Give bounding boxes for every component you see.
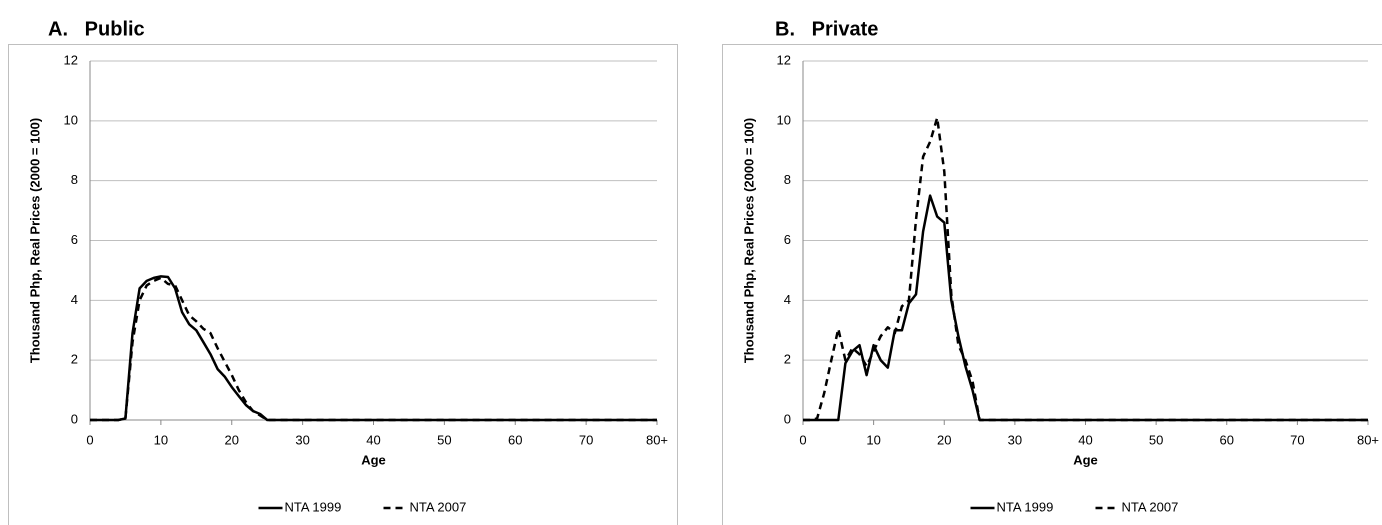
y-tick-label: 10	[777, 112, 791, 127]
x-tick-label: 30	[1008, 432, 1022, 447]
legend-label: NTA 2007	[1122, 499, 1179, 514]
y-tick-label: 4	[784, 292, 791, 307]
x-tick-label: 70	[1290, 432, 1304, 447]
x-tick-label: 20	[937, 432, 951, 447]
x-tick-label: 40	[366, 432, 380, 447]
chart-title: A. Public	[48, 18, 145, 40]
x-tick-label: 10	[154, 432, 168, 447]
x-tick-label: 50	[437, 432, 451, 447]
y-tick-label: 12	[777, 52, 791, 67]
x-tick-label: 20	[225, 432, 239, 447]
panel-frame	[722, 44, 1382, 525]
y-axis-label: Thousand Php, Real Prices (2000 = 100)	[27, 118, 42, 363]
x-tick-label: 40	[1078, 432, 1092, 447]
legend-label: NTA 2007	[410, 499, 467, 514]
x-tick-label: 70	[579, 432, 593, 447]
y-tick-label: 12	[64, 52, 78, 67]
x-tick-label: 80+	[646, 432, 668, 447]
x-tick-label: 0	[86, 432, 93, 447]
series-line	[90, 275, 657, 422]
y-tick-label: 8	[784, 172, 791, 187]
y-tick-label: 4	[71, 292, 78, 307]
x-tick-label: 60	[508, 432, 522, 447]
series-line	[803, 116, 1368, 422]
x-axis-label: Age	[1073, 452, 1098, 467]
chart-title: B. Private	[775, 18, 878, 40]
series-line	[90, 276, 657, 422]
legend-label: NTA 1999	[997, 499, 1054, 514]
x-tick-label: 80+	[1357, 432, 1379, 447]
y-tick-label: 10	[64, 112, 78, 127]
y-tick-label: 0	[71, 411, 78, 426]
x-axis-label: Age	[361, 452, 386, 467]
y-tick-label: 0	[784, 411, 791, 426]
x-tick-label: 10	[866, 432, 880, 447]
x-tick-label: 0	[799, 432, 806, 447]
legend-label: NTA 1999	[285, 499, 342, 514]
y-tick-label: 6	[71, 232, 78, 247]
x-tick-label: 60	[1220, 432, 1234, 447]
y-axis-label: Thousand Php, Real Prices (2000 = 100)	[741, 118, 756, 363]
x-tick-label: 30	[295, 432, 309, 447]
series-line	[803, 194, 1368, 422]
panel-frame	[8, 44, 678, 525]
y-tick-label: 6	[784, 232, 791, 247]
y-tick-label: 2	[71, 352, 78, 367]
x-tick-label: 50	[1149, 432, 1163, 447]
y-tick-label: 2	[784, 352, 791, 367]
y-tick-label: 8	[71, 172, 78, 187]
